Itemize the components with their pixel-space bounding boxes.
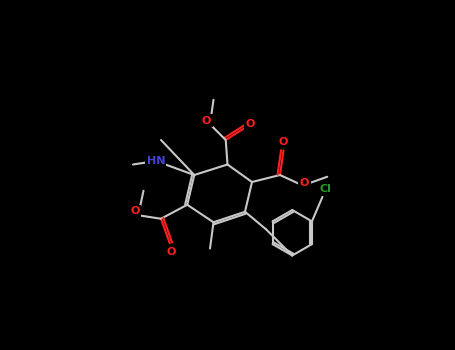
Text: O: O <box>130 206 139 216</box>
Text: O: O <box>246 119 255 129</box>
Text: HN: HN <box>147 156 165 166</box>
Text: O: O <box>300 178 309 188</box>
Text: O: O <box>202 116 211 126</box>
Text: Cl: Cl <box>319 184 331 194</box>
Text: O: O <box>167 247 176 257</box>
Text: O: O <box>279 137 288 147</box>
